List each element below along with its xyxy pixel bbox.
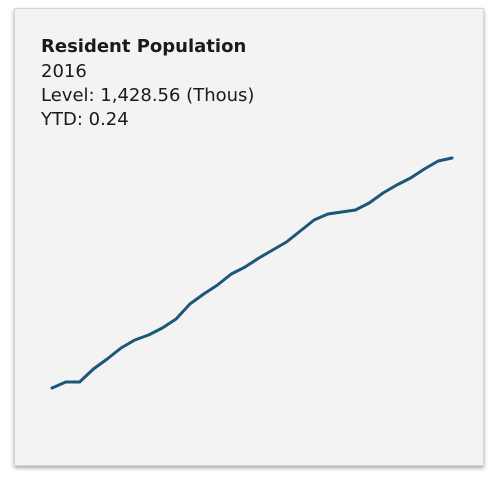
- card-ytd: YTD: 0.24: [41, 109, 129, 130]
- card-title: Resident Population: [41, 36, 247, 57]
- card-level: Level: 1,428.56 (Thous): [41, 85, 255, 106]
- card-year: 2016: [41, 61, 87, 82]
- sparkline: [50, 156, 454, 390]
- card: Resident Population 2016 Level: 1,428.56…: [14, 8, 484, 466]
